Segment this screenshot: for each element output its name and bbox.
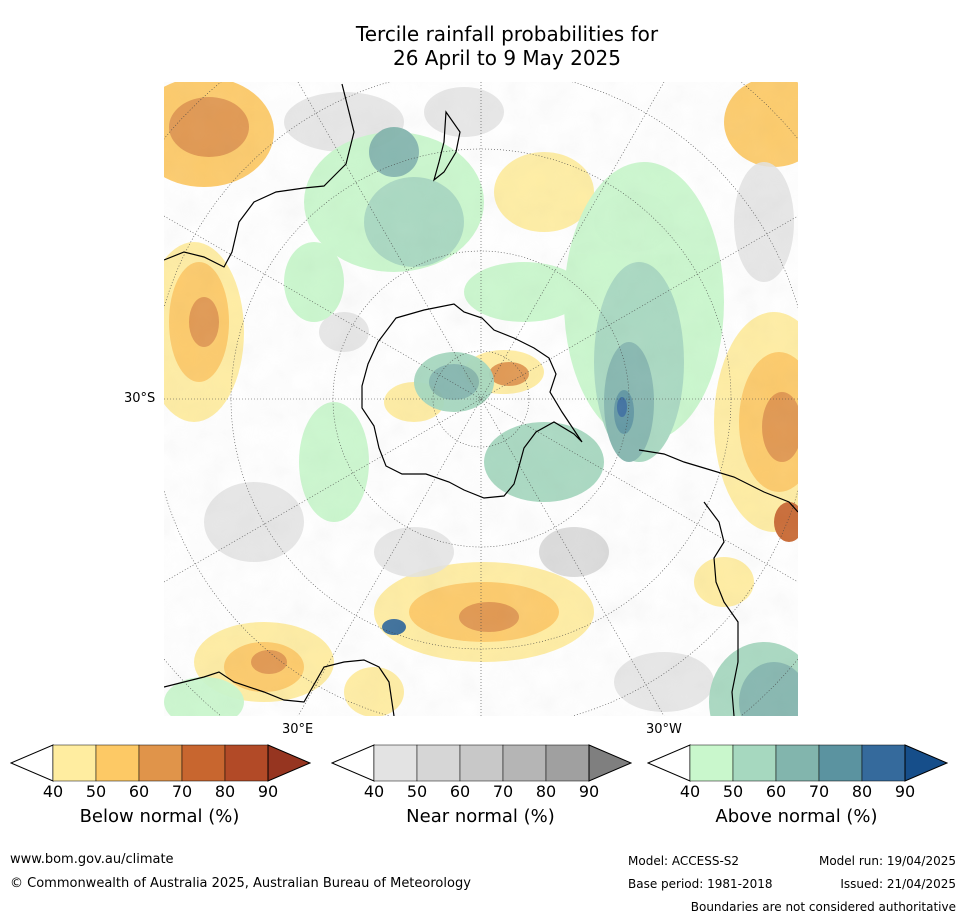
colorbar-bin [732,744,777,782]
australia-coast [164,83,355,268]
new-zealand-coast [432,110,461,182]
colorbar-min-arrow [10,744,54,782]
colorbar-swatches [10,744,311,782]
colorbar-bin [416,744,461,782]
colorbar-bin [861,744,906,782]
colorbar-bin [181,744,226,782]
colorbar-bin [138,744,183,782]
colorbar-tick-label: 50 [406,782,428,801]
colorbar-tick-label: 50 [722,782,744,801]
colorbar-max-arrow [267,744,311,782]
colorbar-tick-label: 90 [578,782,600,801]
colorbar-tick-label: 80 [851,782,873,801]
title-line-1: Tercile rainfall probabilities for [355,22,659,46]
colorbar-min-arrow [331,744,375,782]
colorbar-title: Below normal (%) [79,806,240,827]
copyright-text: © Commonwealth of Australia 2025, Austra… [10,876,471,891]
colorbar-bin [52,744,97,782]
colorbar-tick-label: 60 [128,782,150,801]
map-title: Tercile rainfall probabilities for 26 Ap… [0,22,965,70]
colorbar-bin [373,744,418,782]
colorbar-bin [545,744,590,782]
colorbar-tick-label: 40 [42,782,64,801]
map-canvas [164,82,798,716]
coastlines [164,83,798,716]
colorbar-tick-label: 70 [492,782,514,801]
colorbar-tick-label: 60 [765,782,787,801]
south-america-coast [638,449,798,716]
colorbar-tick-label: 70 [808,782,830,801]
boundaries-disclaimer: Boundaries are not considered authoritat… [690,900,956,914]
colorbar-max-arrow [904,744,948,782]
colorbar-tick-label: 80 [214,782,236,801]
colorbar-title: Above normal (%) [715,806,878,827]
colorbar-tick-label: 60 [449,782,471,801]
longitude-label-west: 30°W [646,722,682,737]
colorbar-max-arrow [588,744,632,782]
colorbar-bin [224,744,269,782]
colorbar-tick-label: 90 [894,782,916,801]
colorbar-bin [689,744,734,782]
website-link[interactable]: www.bom.gov.au/climate [10,852,174,867]
colorbar-tick-label: 70 [171,782,193,801]
africa-coast [164,659,395,716]
colorbar-bin [775,744,820,782]
colorbar-swatches [331,744,632,782]
antarctica-coast [361,303,583,499]
colorbar-tick-label: 40 [679,782,701,801]
colorbar-min-arrow [647,744,691,782]
title-line-2: 26 April to 9 May 2025 [393,46,621,70]
colorbar-tick-label: 50 [85,782,107,801]
colorbar-tick-label: 90 [257,782,279,801]
colorbar-title: Near normal (%) [406,806,555,827]
model-run-date: Model run: 19/04/2025 [818,854,956,868]
colorbar-bin [502,744,547,782]
colorbar-bin [818,744,863,782]
colorbar-bin [459,744,504,782]
colorbar-tick-label: 40 [363,782,385,801]
base-period: Base period: 1981-2018 [628,877,773,891]
longitude-label-east: 30°E [282,722,314,737]
graticule [164,82,798,716]
rainfall-probability-map [164,82,798,716]
colorbar-swatches [647,744,948,782]
model-name: Model: ACCESS-S2 [628,854,740,868]
issued-date: Issued: 21/04/2025 [840,877,956,891]
colorbar-tick-label: 80 [535,782,557,801]
colorbar-bin [95,744,140,782]
latitude-label: 30°S [124,391,156,406]
